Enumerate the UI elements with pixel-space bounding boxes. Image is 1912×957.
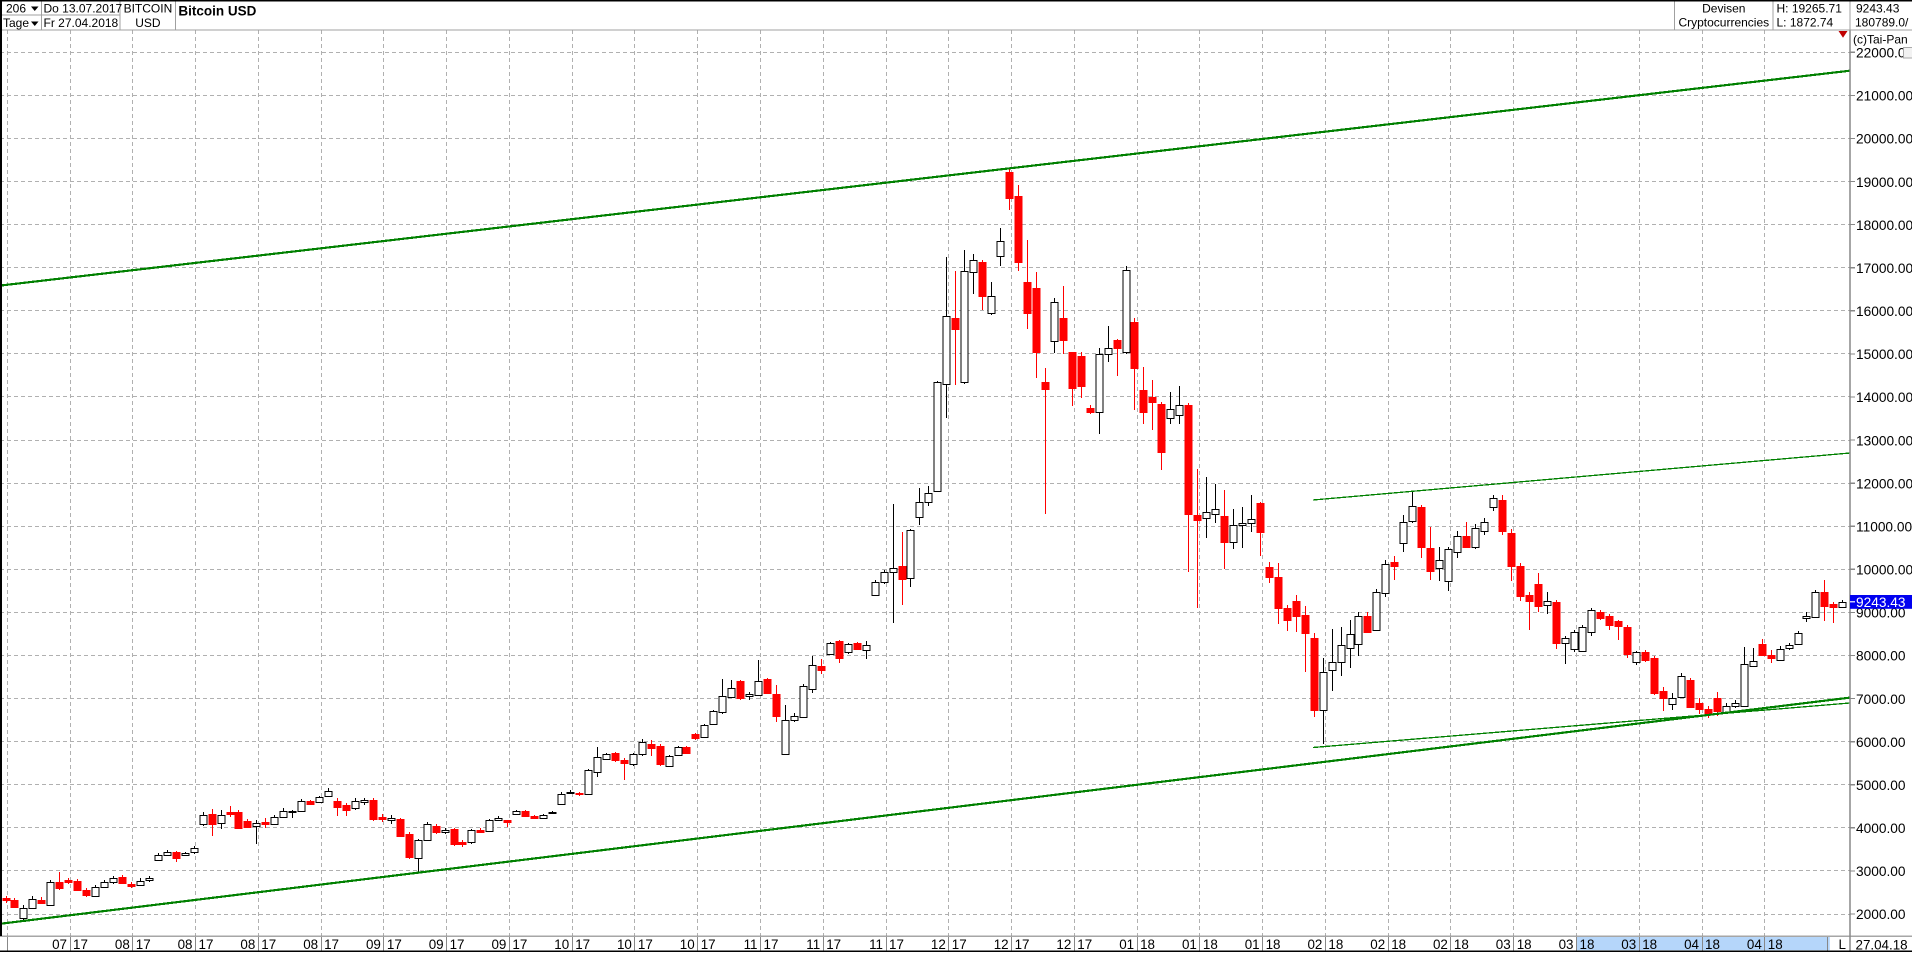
- svg-text:Do 13.07.2017: Do 13.07.2017: [44, 1, 123, 15]
- svg-text:2000.00: 2000.00: [1856, 907, 1906, 922]
- svg-text:10: 10: [680, 937, 695, 952]
- svg-text:01: 01: [1182, 937, 1197, 952]
- svg-text:09: 09: [429, 937, 444, 952]
- svg-text:03: 03: [1496, 937, 1511, 952]
- svg-text:18: 18: [1768, 937, 1783, 952]
- svg-text:10: 10: [617, 937, 632, 952]
- svg-text:17: 17: [764, 937, 779, 952]
- svg-text:07: 07: [52, 937, 67, 952]
- svg-text:3000.00: 3000.00: [1856, 864, 1906, 879]
- svg-text:11000.00: 11000.00: [1856, 519, 1912, 534]
- svg-text:17: 17: [575, 937, 590, 952]
- svg-text:17: 17: [1015, 937, 1030, 952]
- svg-text:16000.00: 16000.00: [1856, 304, 1912, 319]
- svg-text:17: 17: [136, 937, 151, 952]
- svg-text:08: 08: [178, 937, 193, 952]
- svg-text:18: 18: [1642, 937, 1657, 952]
- svg-text:04: 04: [1684, 937, 1699, 952]
- svg-text:18: 18: [1203, 937, 1218, 952]
- svg-text:Cryptocurrencies: Cryptocurrencies: [1678, 16, 1769, 30]
- svg-text:18: 18: [1454, 937, 1469, 952]
- svg-text:17: 17: [826, 937, 841, 952]
- svg-text:4000.00: 4000.00: [1856, 821, 1906, 836]
- svg-text:10000.00: 10000.00: [1856, 563, 1912, 578]
- svg-text:02: 02: [1307, 937, 1322, 952]
- svg-text:17000.00: 17000.00: [1856, 261, 1912, 276]
- svg-text:18: 18: [1140, 937, 1155, 952]
- svg-text:10: 10: [554, 937, 569, 952]
- svg-text:12000.00: 12000.00: [1856, 476, 1912, 491]
- svg-text:08: 08: [240, 937, 255, 952]
- svg-text:17: 17: [638, 937, 653, 952]
- svg-text:17: 17: [450, 937, 465, 952]
- svg-text:01: 01: [1119, 937, 1134, 952]
- svg-text:13000.00: 13000.00: [1856, 433, 1912, 448]
- svg-text:01: 01: [1245, 937, 1260, 952]
- svg-text:17: 17: [889, 937, 904, 952]
- svg-text:206: 206: [6, 1, 26, 15]
- svg-text:18: 18: [1328, 937, 1343, 952]
- svg-text:Bitcoin USD: Bitcoin USD: [178, 4, 256, 19]
- svg-text:H: 19265.71: H: 19265.71: [1777, 1, 1843, 15]
- svg-text:18: 18: [1517, 937, 1532, 952]
- svg-text:17: 17: [701, 937, 716, 952]
- svg-text:19000.00: 19000.00: [1856, 175, 1912, 190]
- svg-text:7000.00: 7000.00: [1856, 692, 1906, 707]
- svg-text:(c)Tai-Pan: (c)Tai-Pan: [1853, 32, 1908, 46]
- svg-text:27.04.18: 27.04.18: [1856, 937, 1908, 952]
- svg-text:02: 02: [1433, 937, 1448, 952]
- svg-text:180789.0/: 180789.0/: [1855, 16, 1909, 30]
- svg-text:BITCOIN: BITCOIN: [124, 1, 173, 15]
- svg-text:03: 03: [1621, 937, 1636, 952]
- svg-text:03: 03: [1559, 937, 1574, 952]
- svg-text:Fr 27.04.2018: Fr 27.04.2018: [44, 16, 119, 30]
- svg-text:18: 18: [1391, 937, 1406, 952]
- svg-text:11: 11: [806, 937, 820, 952]
- svg-text:6000.00: 6000.00: [1856, 735, 1906, 750]
- svg-text:18: 18: [1580, 937, 1595, 952]
- svg-text:18: 18: [1705, 937, 1720, 952]
- svg-text:17: 17: [261, 937, 276, 952]
- svg-text:20000.00: 20000.00: [1856, 132, 1912, 147]
- svg-text:17: 17: [387, 937, 402, 952]
- svg-text:09: 09: [366, 937, 381, 952]
- svg-text:8000.00: 8000.00: [1856, 649, 1906, 664]
- svg-text:02: 02: [1370, 937, 1385, 952]
- svg-text:12: 12: [1056, 937, 1071, 952]
- svg-text:09: 09: [491, 937, 506, 952]
- svg-text:15000.00: 15000.00: [1856, 347, 1912, 362]
- svg-text:L: 1872.74: L: 1872.74: [1777, 16, 1834, 30]
- svg-text:12: 12: [931, 937, 946, 952]
- svg-text:21000.00: 21000.00: [1856, 89, 1912, 104]
- svg-text:12: 12: [994, 937, 1009, 952]
- svg-text:14000.00: 14000.00: [1856, 390, 1912, 405]
- svg-text:17: 17: [324, 937, 339, 952]
- svg-text:08: 08: [115, 937, 130, 952]
- svg-text:17: 17: [952, 937, 967, 952]
- svg-text:11: 11: [869, 937, 883, 952]
- svg-text:Tage: Tage: [3, 16, 29, 30]
- svg-text:Devisen: Devisen: [1702, 1, 1745, 15]
- svg-text:08: 08: [303, 937, 318, 952]
- svg-text:04: 04: [1747, 937, 1762, 952]
- svg-text:9243.43: 9243.43: [1856, 595, 1906, 610]
- svg-text:17: 17: [199, 937, 214, 952]
- svg-text:17: 17: [73, 937, 88, 952]
- svg-text:5000.00: 5000.00: [1856, 778, 1906, 793]
- svg-text:USD: USD: [135, 16, 161, 30]
- svg-text:9243.43: 9243.43: [1856, 1, 1900, 15]
- svg-text:18000.00: 18000.00: [1856, 218, 1912, 233]
- svg-text:11: 11: [744, 937, 758, 952]
- svg-text:17: 17: [1077, 937, 1092, 952]
- svg-text:17: 17: [512, 937, 527, 952]
- svg-text:18: 18: [1266, 937, 1281, 952]
- svg-text:L: L: [1839, 937, 1846, 952]
